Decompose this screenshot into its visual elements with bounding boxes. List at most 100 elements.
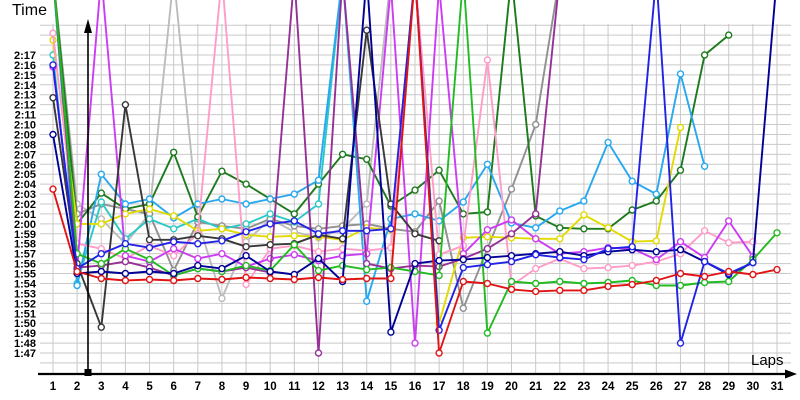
series-marker-purple bbox=[314, 349, 323, 357]
series-marker-navy bbox=[507, 251, 516, 260]
x-axis-arrow bbox=[785, 369, 797, 379]
y-tick-label: 2:05 bbox=[14, 169, 36, 181]
series-marker-yellow bbox=[676, 123, 685, 132]
series-marker-navy bbox=[97, 267, 106, 276]
series-marker-black bbox=[363, 26, 371, 34]
series-line-purple bbox=[54, 0, 559, 354]
series-marker-sky-blue bbox=[556, 207, 564, 215]
series-marker-navy bbox=[314, 254, 323, 263]
series-marker-black bbox=[194, 232, 202, 240]
series-marker-blue bbox=[242, 228, 250, 236]
series-marker-magenta bbox=[676, 237, 685, 246]
series-marker-red bbox=[338, 275, 347, 284]
series-marker-yellow bbox=[556, 235, 564, 243]
series-marker-dark-green bbox=[435, 166, 443, 174]
series-marker-sky-blue bbox=[532, 224, 540, 232]
series-marker-navy bbox=[411, 259, 419, 268]
x-tick-label: 22 bbox=[553, 381, 566, 393]
y-tick-label: 1:51 bbox=[14, 308, 36, 320]
series-marker-blue bbox=[145, 243, 154, 252]
series-marker-magenta bbox=[652, 255, 660, 264]
series-marker-sky-blue bbox=[145, 195, 154, 203]
x-tick-label: 15 bbox=[384, 381, 397, 393]
series-marker-blue bbox=[483, 260, 492, 269]
series-marker-red bbox=[290, 275, 298, 284]
series-marker-dark-green bbox=[700, 51, 709, 59]
x-tick-label: 1 bbox=[50, 381, 57, 393]
series-marker-dark-green bbox=[338, 150, 347, 159]
series-line-pink bbox=[52, 0, 753, 287]
series-marker-dark-green bbox=[290, 210, 298, 218]
series-marker-red bbox=[169, 276, 178, 285]
series-line-sky-blue bbox=[53, 0, 706, 303]
series-marker-green bbox=[532, 279, 540, 288]
series-marker-blue bbox=[580, 255, 588, 264]
series-marker-green bbox=[363, 265, 371, 274]
series-marker-dark-green bbox=[97, 189, 106, 197]
series-marker-green bbox=[773, 229, 781, 237]
series-marker-red bbox=[676, 269, 685, 278]
series-marker-navy bbox=[218, 264, 226, 273]
y-axis-arrow bbox=[84, 19, 92, 33]
series-marker-purple bbox=[121, 257, 130, 266]
series-marker-yellow bbox=[290, 232, 298, 240]
series-marker-magenta bbox=[483, 226, 492, 234]
y-tick-label: 1:50 bbox=[14, 318, 36, 330]
x-tick-label: 27 bbox=[674, 381, 687, 393]
x-tick-label: 19 bbox=[481, 381, 494, 393]
series-marker-pink bbox=[580, 264, 588, 273]
x-tick-label: 8 bbox=[219, 381, 226, 393]
series-marker-yellow bbox=[145, 205, 154, 213]
series-marker-red bbox=[242, 273, 250, 282]
series-marker-dark-green bbox=[652, 197, 660, 205]
series-marker-gray bbox=[532, 120, 540, 129]
series-marker-blue bbox=[218, 237, 226, 245]
series-marker-navy bbox=[676, 245, 685, 254]
series-marker-green bbox=[580, 279, 588, 288]
series-marker-sky-blue bbox=[628, 177, 636, 185]
series-marker-navy bbox=[145, 267, 154, 276]
series-marker-red bbox=[145, 275, 154, 284]
y-tick-label: 1:52 bbox=[14, 298, 36, 310]
series-marker-dark-green bbox=[628, 206, 636, 214]
y-tick-label: 1:47 bbox=[14, 348, 36, 360]
series-marker-blue bbox=[266, 220, 274, 228]
series-marker-red bbox=[97, 274, 106, 283]
series-marker-sky-blue bbox=[580, 197, 588, 205]
series-marker-sky-blue bbox=[652, 190, 660, 198]
y-tick-label: 2:04 bbox=[14, 179, 37, 191]
series-marker-cyan bbox=[169, 225, 178, 233]
series-marker-yellow bbox=[169, 212, 178, 220]
y-tick-label: 1:49 bbox=[14, 328, 36, 340]
series-marker-blue bbox=[459, 263, 467, 272]
series-marker-magenta bbox=[194, 254, 202, 263]
y-tick-label: 1:54 bbox=[14, 278, 37, 290]
x-tick-label: 17 bbox=[433, 381, 446, 393]
y-tick-label: 2:02 bbox=[14, 199, 36, 211]
y-tick-label: 2:10 bbox=[14, 120, 36, 132]
x-tick-label: 29 bbox=[722, 381, 735, 393]
series-marker-magenta bbox=[169, 244, 178, 253]
series-marker-red bbox=[507, 285, 516, 294]
series-marker-pink bbox=[483, 56, 492, 64]
series-marker-blue bbox=[532, 250, 540, 259]
series-marker-red bbox=[218, 275, 226, 284]
series-marker-green bbox=[314, 266, 323, 275]
series-marker-dark-green bbox=[218, 167, 226, 175]
series-marker-gray bbox=[507, 185, 516, 193]
x-tick-label: 25 bbox=[626, 381, 639, 393]
series-marker-sky-blue bbox=[218, 195, 226, 203]
series-marker-red bbox=[725, 267, 733, 276]
series-marker-sky-blue bbox=[290, 190, 298, 198]
series-marker-blue bbox=[97, 249, 106, 258]
series-marker-red bbox=[121, 276, 130, 285]
series-marker-sky-blue bbox=[459, 198, 467, 206]
series-marker-black bbox=[49, 93, 57, 102]
series-marker-pink bbox=[314, 247, 323, 256]
series-marker-red bbox=[604, 282, 612, 291]
y-tick-label: 2:08 bbox=[14, 139, 36, 151]
series-marker-yellow bbox=[483, 233, 492, 241]
series-marker-sky-blue bbox=[97, 170, 106, 178]
y-tick-label: 2:07 bbox=[14, 149, 36, 161]
